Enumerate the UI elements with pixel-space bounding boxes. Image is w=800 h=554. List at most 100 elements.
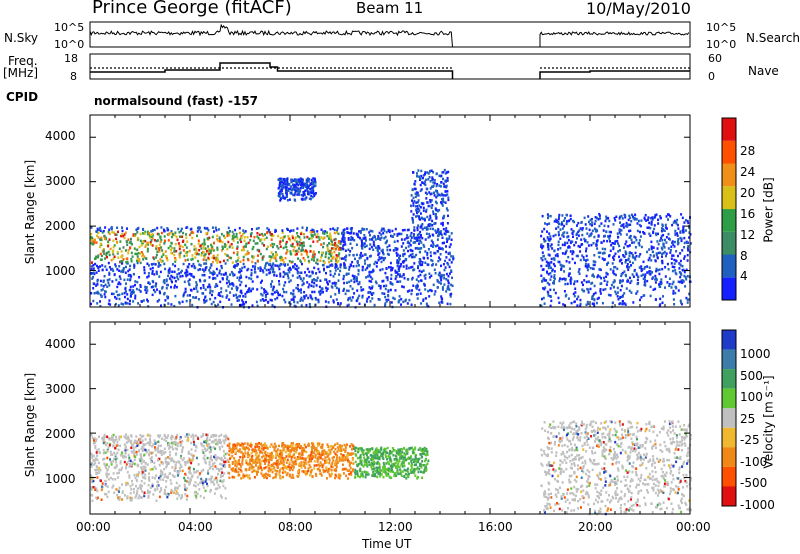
power-echo xyxy=(356,261,359,265)
power-echo xyxy=(303,236,306,239)
power-echo xyxy=(299,187,302,190)
power-echo xyxy=(205,258,208,262)
power-echo xyxy=(410,194,413,197)
power-echo xyxy=(194,252,197,255)
power-echo xyxy=(393,240,396,243)
power-echo xyxy=(300,277,302,281)
power-echo xyxy=(340,240,343,243)
power-echo xyxy=(353,278,356,281)
power-echo xyxy=(111,267,114,271)
power-echo xyxy=(438,193,440,197)
power-echo xyxy=(418,175,421,178)
power-echo xyxy=(549,214,552,218)
velocity-echo xyxy=(191,475,193,479)
power-echo xyxy=(618,231,621,234)
power-echo xyxy=(424,277,427,280)
power-echo xyxy=(293,184,296,188)
power-echo xyxy=(324,230,327,233)
velocity-echo xyxy=(129,439,132,443)
velocity-echo xyxy=(115,464,118,467)
velocity-echo xyxy=(145,451,148,454)
power-echo xyxy=(596,297,599,301)
power-echo xyxy=(252,239,255,243)
power-echo xyxy=(418,215,420,218)
velocity-echo xyxy=(307,455,310,459)
power-echo xyxy=(136,259,138,263)
power-echo xyxy=(371,230,374,233)
power-echo xyxy=(546,264,549,267)
power-echo xyxy=(339,246,341,250)
power-echo xyxy=(261,279,263,283)
power-echo xyxy=(125,249,127,252)
power-echo xyxy=(380,233,383,236)
power-echo xyxy=(228,234,231,237)
power-echo xyxy=(96,234,99,238)
power-echo xyxy=(154,285,157,288)
velocity-echo xyxy=(315,447,318,450)
power-echo xyxy=(289,302,292,306)
power-echo xyxy=(138,259,141,263)
power-echo xyxy=(203,273,206,277)
power-echo xyxy=(103,293,106,296)
power-echo xyxy=(670,257,673,260)
power-echo xyxy=(243,265,246,269)
power-echo xyxy=(167,233,170,237)
power-echo xyxy=(227,240,230,244)
power-echo xyxy=(360,240,363,243)
power-echo xyxy=(162,253,165,257)
power-echo xyxy=(612,269,615,272)
power-echo xyxy=(414,247,417,250)
power-echo xyxy=(618,217,621,220)
power-echo xyxy=(300,249,303,252)
power-echo xyxy=(656,247,659,250)
velocity-echo xyxy=(211,464,214,468)
power-echo xyxy=(282,270,285,274)
power-echo xyxy=(589,218,592,222)
power-echo xyxy=(231,246,234,249)
velocity-echo xyxy=(105,493,108,496)
power-echo xyxy=(421,223,424,226)
power-echo xyxy=(542,245,545,248)
power-echo xyxy=(396,280,399,283)
power-echo xyxy=(300,271,303,274)
power-echo xyxy=(171,246,173,250)
power-echo xyxy=(415,287,418,290)
velocity-echo xyxy=(203,440,206,444)
power-echo xyxy=(572,292,575,296)
power-echo xyxy=(256,232,259,235)
power-echo xyxy=(291,178,293,181)
power-echo xyxy=(283,284,286,287)
power-echo xyxy=(561,243,564,247)
power-echo xyxy=(351,238,354,241)
power-echo xyxy=(424,288,427,291)
power-echo xyxy=(220,273,223,276)
power-echo xyxy=(597,251,600,254)
power-echo xyxy=(596,247,599,250)
velocity-echo xyxy=(336,446,339,449)
power-echo xyxy=(583,237,586,241)
power-echo xyxy=(122,234,125,238)
power-echo xyxy=(302,248,304,252)
power-echo xyxy=(109,303,112,306)
velocity-echo xyxy=(197,437,200,440)
power-echo xyxy=(636,290,639,293)
power-echo xyxy=(424,273,427,277)
power-echo xyxy=(104,295,107,299)
power-echo xyxy=(264,264,267,267)
power-echo xyxy=(107,240,110,243)
velocity-echo xyxy=(134,445,137,449)
power-echo xyxy=(203,301,206,304)
power-echo xyxy=(300,296,303,300)
power-echo xyxy=(117,256,120,259)
velocity-echo xyxy=(94,441,96,445)
power-echo xyxy=(414,195,417,199)
velocity-echo xyxy=(336,442,339,445)
power-echo xyxy=(110,292,113,296)
power-echo xyxy=(137,252,140,255)
power-echo xyxy=(402,273,405,277)
power-echo xyxy=(175,249,178,253)
velocity-echo xyxy=(206,437,208,441)
power-echo xyxy=(658,285,661,288)
power-echo xyxy=(357,296,360,300)
power-echo xyxy=(626,223,629,226)
